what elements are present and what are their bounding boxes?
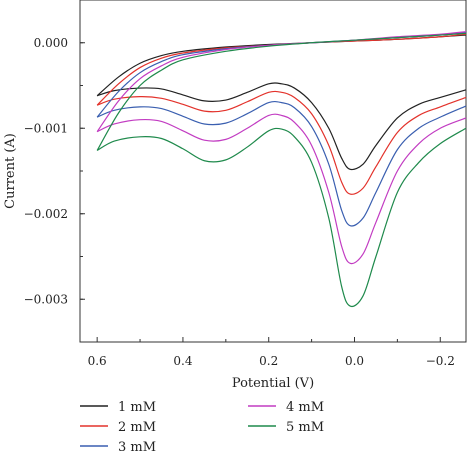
x-tick-label: 0.6 [88, 354, 107, 368]
legend-label: 1 mM [118, 400, 156, 415]
x-tick-label: 0.0 [345, 354, 364, 368]
y-tick-label: −0.003 [24, 292, 68, 306]
series-line-4-mm-cathodic [96, 113, 467, 265]
x-axis-label: Potential (V) [232, 376, 314, 391]
x-tick-label: 0.2 [259, 354, 278, 368]
series-group [96, 31, 467, 308]
legend-label: 3 mM [118, 440, 156, 455]
legend-label: 5 mM [286, 420, 324, 435]
x-tick-label: 0.4 [173, 354, 192, 368]
y-axis-label: Current (A) [3, 133, 18, 209]
y-tick-label: −0.002 [24, 207, 68, 221]
series-line-3-mm-cathodic [96, 100, 467, 227]
x-axis: 0.6 0.4 0.2 0.0 −0.2 [88, 337, 455, 368]
legend-label: 4 mM [286, 400, 324, 415]
y-tick-label: 0.000 [34, 36, 68, 50]
series-line-5-mm-anodic [96, 32, 467, 151]
series-line-4-mm-anodic [96, 31, 467, 133]
series-line-1-mm-cathodic [96, 82, 467, 171]
plot-frame [79, 0, 467, 343]
legend: 1 mM 2 mM 3 mM 4 mM 5 mM [80, 400, 324, 455]
y-tick-label: −0.001 [24, 121, 68, 135]
series-line-5-mm-cathodic [96, 127, 467, 308]
y-axis: 0.000 −0.001 −0.002 −0.003 [24, 36, 85, 306]
series-line-2-mm-cathodic [96, 90, 467, 195]
x-tick-label: −0.2 [426, 354, 455, 368]
legend-label: 2 mM [118, 420, 156, 435]
